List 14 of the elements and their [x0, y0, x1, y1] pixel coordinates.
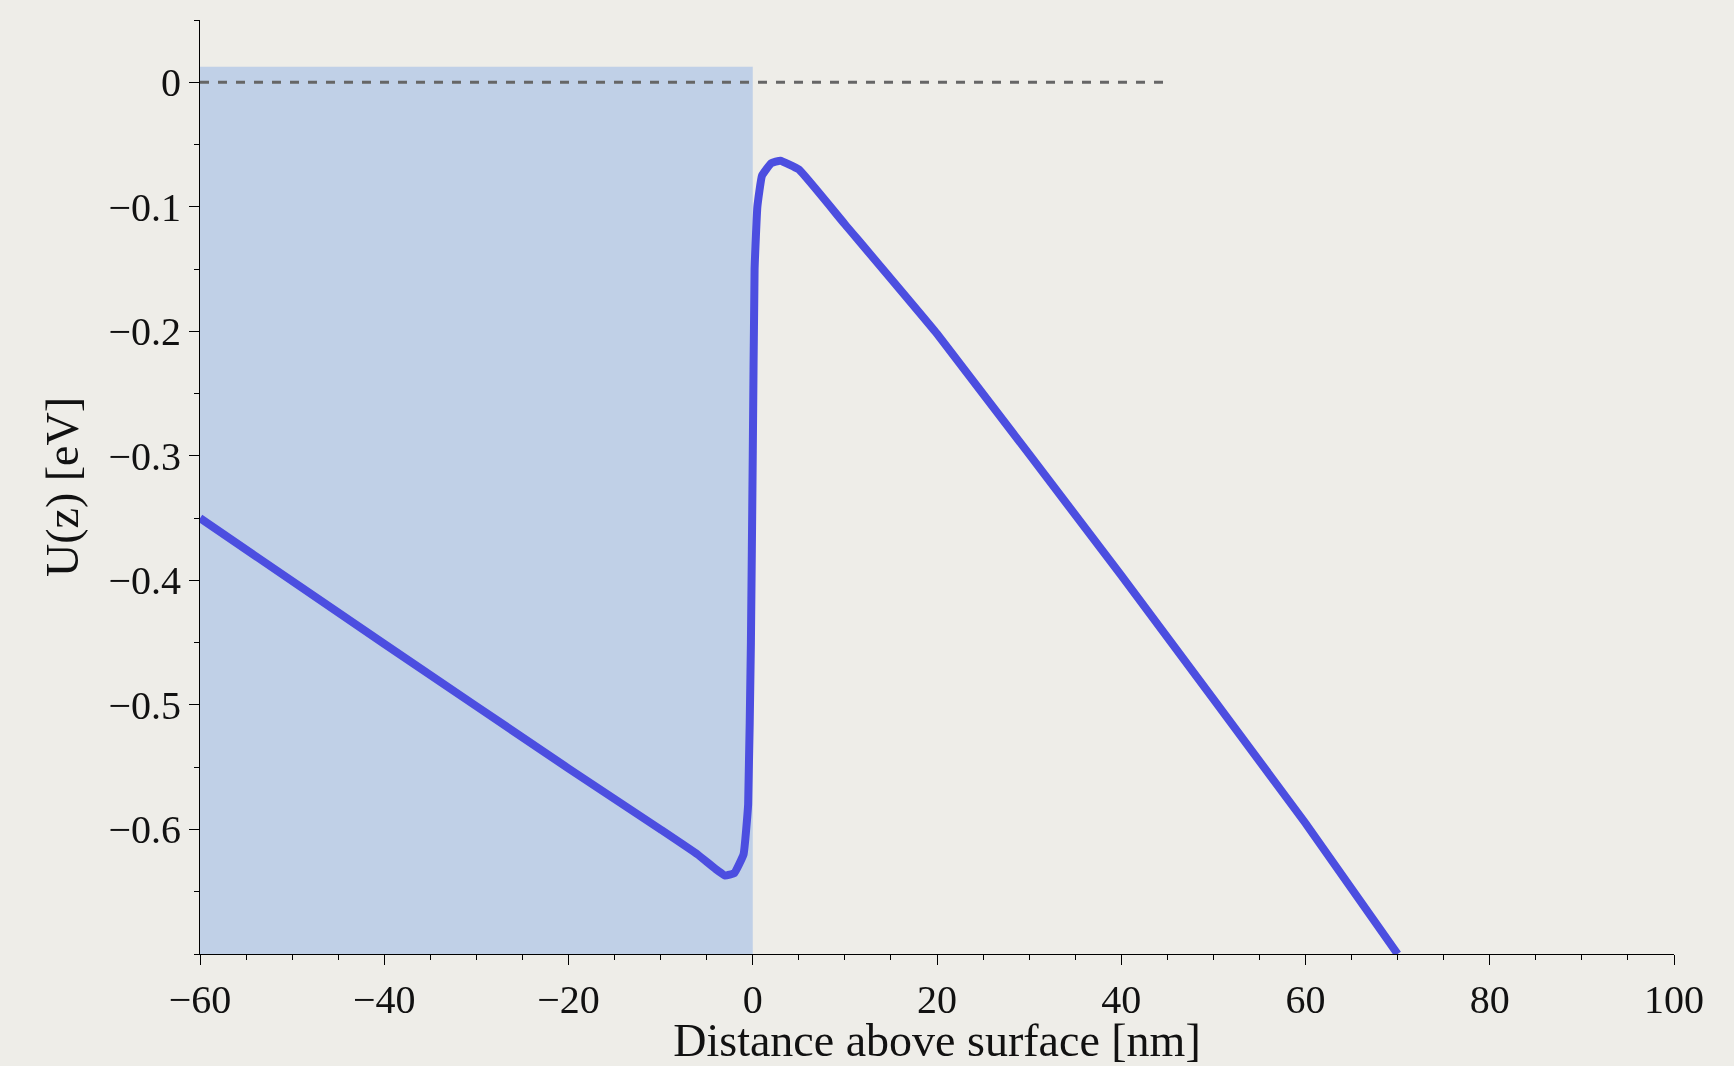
y-tick-label: 0 — [161, 60, 181, 106]
y-axis-title: U(z) [eV] — [36, 396, 88, 578]
x-tick-label: −60 — [168, 977, 232, 1022]
x-tick-label: 100 — [1644, 977, 1704, 1022]
x-tick-label: 60 — [1285, 977, 1326, 1022]
y-tick-label: −0.3 — [108, 433, 181, 479]
x-tick-label: 80 — [1469, 977, 1510, 1022]
y-tick-label: −0.5 — [108, 682, 181, 728]
y-tick-label: −0.4 — [108, 558, 181, 604]
x-tick-label: −20 — [537, 977, 600, 1022]
y-tick-label: −0.2 — [108, 309, 181, 355]
y-tick-label: −0.6 — [108, 807, 181, 853]
x-tick-label: −40 — [352, 977, 416, 1022]
y-tick-label: −0.1 — [108, 184, 181, 230]
